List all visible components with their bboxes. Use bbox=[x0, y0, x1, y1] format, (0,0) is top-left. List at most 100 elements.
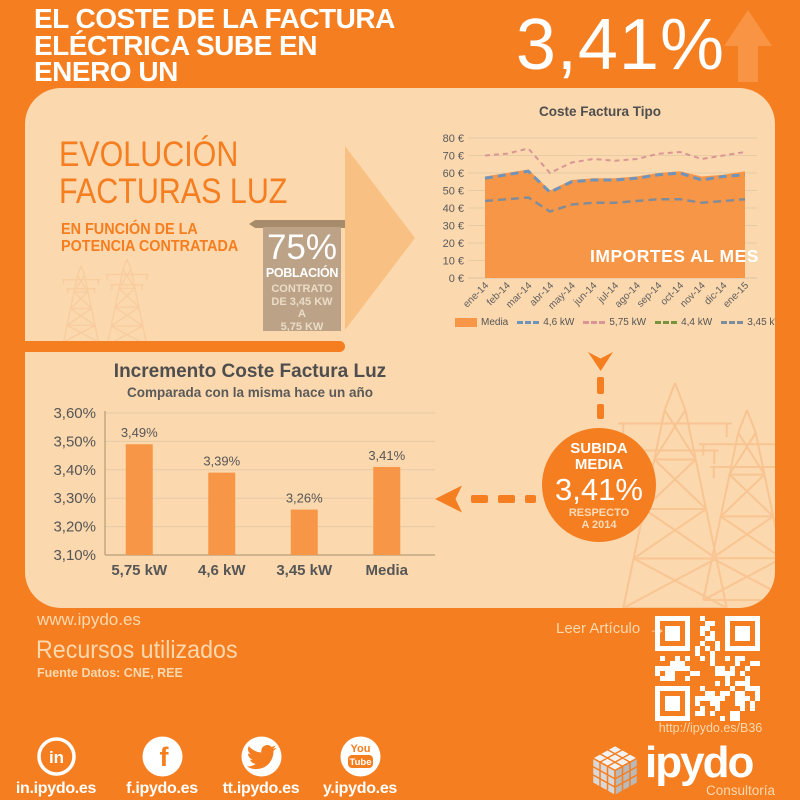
social-label[interactable]: tt.ipydo.es bbox=[222, 780, 300, 797]
population-label: POBLACIÓN bbox=[265, 266, 339, 280]
svg-text:3,26%: 3,26% bbox=[286, 491, 323, 506]
qr-code[interactable] bbox=[655, 616, 760, 721]
banner-rod bbox=[249, 220, 353, 228]
section-divider bbox=[0, 341, 345, 352]
legend-swatch bbox=[455, 318, 477, 327]
legend-label: 3,45 kW bbox=[747, 317, 775, 328]
legend-label: 4,4 kW bbox=[681, 317, 713, 328]
svg-text:You: You bbox=[350, 743, 370, 755]
social-label[interactable]: in.ipydo.es bbox=[15, 780, 97, 797]
facebook-icon[interactable]: f bbox=[142, 736, 183, 777]
social-item-youtube[interactable]: You Tube y.ipydo.es bbox=[314, 736, 406, 798]
legend-item: 5,75 kW bbox=[583, 317, 646, 328]
evolution-title-line2: FACTURAS LUZ bbox=[59, 172, 288, 211]
legend-swatch bbox=[721, 321, 744, 324]
svg-text:in: in bbox=[48, 748, 63, 767]
header-title-line1: EL COSTE DE LA FACTURA bbox=[34, 3, 395, 34]
svg-text:20 €: 20 € bbox=[443, 238, 464, 250]
legend-item: 4,4 kW bbox=[655, 317, 712, 328]
svg-text:ene-14: ene-14 bbox=[461, 280, 491, 310]
svg-text:3,45 kW: 3,45 kW bbox=[276, 562, 333, 579]
line-chart-annotation: IMPORTES AL MES bbox=[590, 246, 759, 266]
bar-chart: 3,10% 3,20% 3,30% 3,40% 3,50% 3,60% 3,49% 5,75 … bbox=[53, 405, 435, 579]
header-title-line2: ELÉCTRICA SUBE EN bbox=[34, 29, 317, 61]
legend-item: Media bbox=[455, 317, 508, 328]
data-source: Fuente Datos: CNE, REE bbox=[37, 666, 183, 680]
svg-text:50 €: 50 € bbox=[443, 186, 464, 198]
svg-text:0 €: 0 € bbox=[449, 273, 464, 285]
up-arrow-icon bbox=[720, 8, 776, 89]
population-banner: 75% POBLACIÓN CONTRATO DE 3,45 KW A 5,75… bbox=[263, 227, 341, 333]
social-label[interactable]: f.ipydo.es bbox=[126, 780, 198, 797]
twitter-icon[interactable] bbox=[241, 736, 282, 777]
legend-swatch bbox=[655, 321, 678, 324]
svg-text:Media: Media bbox=[365, 562, 408, 579]
content-panel: EVOLUCIÓN FACTURAS LUZ EN FUNCIÓN DE LA … bbox=[25, 88, 775, 608]
population-detail: CONTRATO DE 3,45 KW A 5,75 KW bbox=[271, 283, 333, 333]
pylon-art-small bbox=[61, 258, 149, 345]
svg-text:80 €: 80 € bbox=[443, 133, 464, 145]
header-title-line3: ENERO UN bbox=[34, 56, 178, 87]
header-percentage: 3,41% bbox=[515, 5, 725, 85]
svg-text:3,60%: 3,60% bbox=[53, 405, 96, 422]
legend-label: 5,75 kW bbox=[609, 317, 647, 328]
website-link[interactable]: www.ipydo.es bbox=[37, 610, 141, 629]
bubble-footnote: RESPECTO A 2014 bbox=[568, 507, 630, 531]
svg-text:f: f bbox=[159, 742, 169, 772]
right-arrow-icon bbox=[345, 146, 415, 330]
svg-text:nov-14: nov-14 bbox=[678, 280, 708, 310]
youtube-icon[interactable]: You Tube bbox=[340, 736, 381, 777]
legend-swatch bbox=[583, 321, 606, 324]
social-item-twitter[interactable]: tt.ipydo.es bbox=[215, 736, 307, 798]
evolution-title: EVOLUCIÓN FACTURAS LUZ bbox=[59, 136, 287, 210]
qr-url[interactable]: http://ipydo.es/B36 bbox=[658, 721, 763, 735]
svg-text:3,20%: 3,20% bbox=[53, 519, 96, 536]
svg-text:3,41%: 3,41% bbox=[368, 448, 405, 463]
arrow-down-icon bbox=[588, 352, 613, 371]
line-chart-legend: Media 4,6 kW 5,75 kW 4,4 kW 3,45 kW bbox=[455, 317, 775, 328]
legend-item: 4,6 kW bbox=[517, 317, 574, 328]
brand-tagline: Consultoría bbox=[705, 783, 775, 798]
svg-text:3,49%: 3,49% bbox=[121, 425, 158, 440]
social-item-linkedin[interactable]: in in.ipydo.es bbox=[10, 736, 102, 798]
svg-text:sep-14: sep-14 bbox=[635, 280, 665, 310]
header-title: EL COSTE DE LA FACTURA ELÉCTRICA SUBE EN… bbox=[34, 3, 395, 87]
svg-text:3,40%: 3,40% bbox=[53, 462, 96, 479]
legend-label: Media bbox=[481, 317, 509, 328]
bar-chart-title: Incremento Coste Factura Luz bbox=[113, 361, 387, 382]
social-item-facebook[interactable]: f f.ipydo.es bbox=[116, 736, 208, 798]
evolution-subtitle-line1: EN FUNCIÓN DE LA bbox=[61, 221, 198, 238]
svg-text:3,30%: 3,30% bbox=[53, 490, 96, 507]
brand-name: ipydo bbox=[645, 738, 754, 787]
svg-text:4,6 kW: 4,6 kW bbox=[198, 562, 246, 579]
svg-text:3,50%: 3,50% bbox=[53, 433, 96, 450]
bubble-label: SUBIDA MEDIA bbox=[570, 440, 628, 473]
svg-text:jun-14: jun-14 bbox=[571, 280, 599, 308]
svg-text:40 €: 40 € bbox=[443, 203, 464, 215]
legend-swatch bbox=[517, 321, 540, 324]
svg-text:60 €: 60 € bbox=[443, 168, 464, 180]
bar-chart-subtitle: Comparada con la misma hace un año bbox=[126, 385, 374, 400]
linkedin-icon[interactable]: in bbox=[36, 736, 77, 777]
average-rise-bubble: SUBIDA MEDIA 3,41% RESPECTO A 2014 bbox=[542, 428, 656, 542]
svg-text:3,39%: 3,39% bbox=[203, 454, 240, 469]
read-article-link[interactable]: Leer Artículo → bbox=[556, 618, 666, 639]
bubble-value: 3,41% bbox=[555, 472, 643, 507]
svg-text:30 €: 30 € bbox=[443, 221, 464, 233]
line-chart: 0 € 10 € 20 € 30 € 40 € 50 € 60 € 70 € 80 € ene-1… bbox=[443, 133, 757, 312]
legend-item: 3,45 kW bbox=[721, 317, 775, 328]
population-percent: 75% bbox=[266, 228, 338, 267]
ipydo-cube-logo bbox=[590, 744, 640, 797]
svg-text:70 €: 70 € bbox=[443, 151, 464, 163]
svg-text:3,10%: 3,10% bbox=[53, 547, 96, 564]
social-label[interactable]: y.ipydo.es bbox=[322, 780, 398, 797]
legend-label: 4,6 kW bbox=[543, 317, 575, 328]
line-chart-title: Coste Factura Tipo bbox=[538, 104, 662, 119]
resources-title: Recursos utilizados bbox=[36, 636, 238, 664]
svg-text:Tube: Tube bbox=[349, 757, 371, 768]
svg-text:5,75 kW: 5,75 kW bbox=[111, 562, 168, 579]
evolution-subtitle-line2: POTENCIA CONTRATADA bbox=[61, 238, 239, 255]
evolution-title-line1: EVOLUCIÓN bbox=[59, 135, 239, 174]
svg-text:10 €: 10 € bbox=[443, 256, 464, 268]
